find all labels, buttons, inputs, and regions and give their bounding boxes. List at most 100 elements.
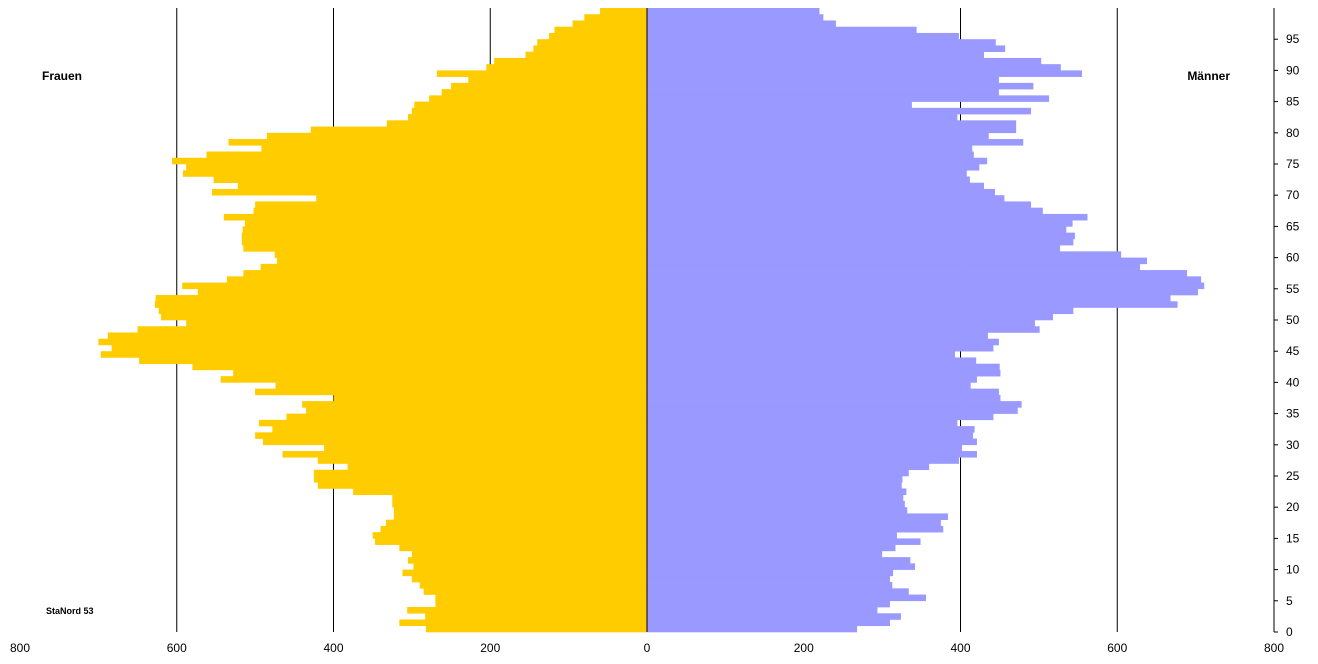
frauen-bars: [98, 8, 648, 633]
maenner-bar-age-60: [647, 251, 1122, 258]
age-tick-label: 5: [1286, 594, 1293, 608]
frauen-bar-age-77: [261, 145, 647, 152]
age-tick-label: 60: [1286, 251, 1300, 265]
maenner-bar-age-36: [647, 401, 1022, 408]
frauen-bar-age-66: [223, 213, 647, 221]
maenner-bar-age-94: [647, 39, 996, 46]
frauen-bar-age-62: [241, 238, 647, 246]
frauen-bar-age-35: [306, 407, 647, 414]
frauen-bar-age-8: [411, 575, 647, 583]
maenner-bar-age-43: [647, 357, 977, 364]
frauen-bar-age-28: [282, 451, 647, 458]
maenner-bars: [647, 8, 1205, 633]
maenner-bar-age-58: [647, 263, 1140, 271]
maenner-bar-age-95: [647, 32, 959, 40]
age-tick-label: 20: [1286, 500, 1300, 514]
frauen-bar-age-48: [137, 326, 647, 333]
maenner-bar-age-30: [647, 438, 977, 446]
frauen-bar-age-69: [316, 195, 647, 202]
age-tick-label: 30: [1286, 438, 1300, 452]
frauen-bar-age-73: [183, 170, 647, 177]
x-tick-label: 600: [167, 641, 187, 655]
age-tick-label: 10: [1286, 563, 1300, 577]
maenner-bar-age-5: [647, 594, 927, 602]
maenner-bar-age-2: [647, 613, 901, 620]
frauen-bar-age-88: [468, 76, 647, 84]
maenner-bar-age-3: [647, 607, 878, 614]
frauen-bar-age-46: [98, 338, 647, 346]
maenner-bar-age-7: [647, 582, 893, 589]
frauen-bar-age-95: [549, 32, 647, 40]
x-tick-label: 0: [644, 641, 651, 655]
maenner-bar-age-24: [647, 476, 903, 483]
maenner-bar-age-23: [647, 482, 902, 489]
frauen-bar-age-43: [139, 357, 647, 364]
frauen-bar-age-79: [266, 132, 647, 140]
frauen-bar-age-38: [255, 388, 647, 396]
maenner-bar-age-78: [647, 139, 1024, 146]
maenner-bar-age-79: [647, 132, 989, 140]
frauen-bar-age-54: [197, 288, 647, 296]
frauen-bar-age-61: [243, 245, 647, 252]
maenner-bar-age-83: [647, 107, 1032, 115]
age-tick-label: 15: [1286, 531, 1300, 545]
maenner-bar-age-21: [647, 494, 904, 502]
frauen-bar-age-71: [237, 182, 647, 190]
frauen-bar-age-5: [435, 594, 647, 602]
frauen-bar-age-70: [212, 188, 648, 196]
frauen-bar-age-85: [429, 95, 647, 102]
frauen-bar-age-13: [399, 544, 647, 552]
maenner-bar-age-18: [647, 513, 948, 520]
maenner-bar-age-61: [647, 245, 1061, 252]
x-tick-label: 800: [1264, 641, 1284, 655]
x-tick-label: 800: [10, 641, 30, 655]
frauen-bar-age-4: [435, 600, 647, 608]
frauen-bar-age-82: [407, 114, 647, 121]
frauen-bar-age-21: [392, 494, 647, 502]
maenner-bar-age-90: [647, 64, 1061, 71]
maenner-bar-age-12: [647, 550, 883, 558]
frauen-bar-age-30: [262, 438, 647, 446]
frauen-bar-age-31: [255, 432, 647, 439]
maenner-bar-age-66: [647, 213, 1088, 221]
frauen-bar-age-18: [393, 513, 647, 520]
age-axis-tick-labels: 0 5 10 15 20 25 30 35 40 45 50 55 60 65 70 75 80 85 90 95: [1274, 32, 1300, 639]
frauen-bar-age-9: [402, 569, 647, 577]
frauen-bar-age-72: [213, 176, 647, 184]
frauen-bar-age-32: [272, 426, 647, 433]
frauen-bar-age-67: [253, 207, 647, 215]
frauen-bar-age-57: [243, 270, 647, 277]
x-tick-label: 200: [480, 641, 500, 655]
maenner-bar-age-35: [647, 407, 1018, 414]
maenner-bar-age-45: [647, 344, 994, 352]
frauen-bar-age-2: [425, 613, 647, 620]
frauen-bar-age-11: [407, 557, 647, 564]
maenner-bar-age-96: [647, 26, 917, 34]
age-tick-label: 0: [1286, 625, 1293, 639]
frauen-bar-age-65: [244, 220, 647, 227]
frauen-bar-age-24: [313, 476, 647, 483]
x-tick-label: 400: [950, 641, 970, 655]
frauen-bar-age-20: [392, 500, 647, 508]
frauen-bar-age-53: [155, 295, 647, 302]
maenner-bar-age-93: [647, 45, 1006, 52]
maenner-bar-age-15: [647, 532, 898, 539]
maenner-bar-age-41: [647, 369, 1001, 377]
frauen-bar-age-12: [411, 550, 647, 558]
maenner-bar-age-88: [647, 76, 999, 84]
maenner-bar-age-1: [647, 619, 890, 627]
frauen-bar-age-92: [525, 51, 647, 59]
frauen-bar-age-98: [584, 14, 647, 21]
frauen-bar-age-83: [411, 107, 647, 115]
frauen-bar-age-52: [154, 301, 647, 308]
frauen-bar-age-0: [425, 625, 647, 633]
frauen-bar-age-84: [414, 101, 647, 109]
frauen-bar-age-6: [423, 588, 647, 595]
frauen-bar-age-7: [419, 582, 647, 589]
age-tick-label: 95: [1286, 32, 1300, 46]
maenner-bar-age-62: [647, 238, 1074, 246]
maenner-bar-age-16: [647, 525, 944, 533]
source-note: StaNord 53: [46, 606, 94, 616]
maenner-bar-age-55: [647, 282, 1205, 290]
